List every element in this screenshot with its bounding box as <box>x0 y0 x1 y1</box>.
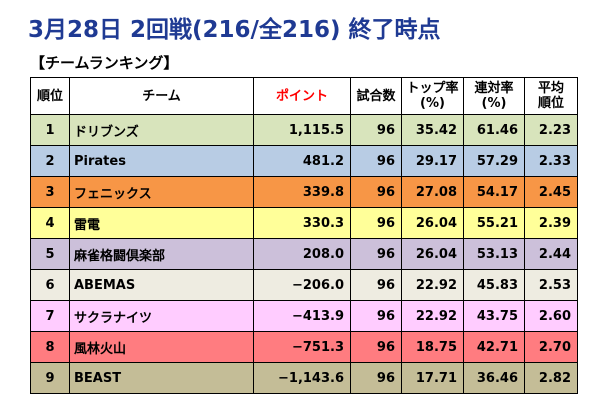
cell-top-rate: 26.04 <box>401 207 464 239</box>
cell-team: BEAST <box>69 362 254 394</box>
cell-points: −751.3 <box>253 331 351 363</box>
table-row: 4 雷電 330.3 96 26.04 55.21 2.39 <box>30 207 578 239</box>
cell-games: 96 <box>350 238 402 270</box>
cell-games: 96 <box>350 207 402 239</box>
cell-avg-rank: 2.70 <box>524 331 578 363</box>
table-row: 3 フェニックス 339.8 96 27.08 54.17 2.45 <box>30 176 578 208</box>
header-ren-rate-unit: (%) <box>481 96 507 111</box>
cell-points: −1,143.6 <box>253 362 351 394</box>
header-top-rate: トップ率 (%) <box>401 77 464 115</box>
ranking-table: 順位 チーム ポイント 試合数 トップ率 (%) 連対率 (%) 平均 順位 1… <box>30 77 578 394</box>
cell-points: −413.9 <box>253 300 351 332</box>
page-title: 3月28日 2回戦(216/全216) 終了時点 <box>28 17 441 43</box>
cell-rank: 3 <box>30 176 70 208</box>
table-header-row: 順位 チーム ポイント 試合数 トップ率 (%) 連対率 (%) 平均 順位 <box>30 77 578 115</box>
header-ren-rate-label: 連対率 <box>474 81 514 96</box>
cell-points: 208.0 <box>253 238 351 270</box>
cell-points: 1,115.5 <box>253 114 351 146</box>
header-points: ポイント <box>253 77 351 115</box>
header-avg-rank-line2: 順位 <box>537 96 564 111</box>
cell-avg-rank: 2.39 <box>524 207 578 239</box>
table-row: 1 ドリブンズ 1,115.5 96 35.42 61.46 2.23 <box>30 114 578 146</box>
cell-avg-rank: 2.60 <box>524 300 578 332</box>
cell-rank: 1 <box>30 114 70 146</box>
cell-avg-rank: 2.44 <box>524 238 578 270</box>
cell-team: Pirates <box>69 145 254 177</box>
cell-top-rate: 17.71 <box>401 362 464 394</box>
cell-avg-rank: 2.23 <box>524 114 578 146</box>
cell-rank: 8 <box>30 331 70 363</box>
cell-top-rate: 18.75 <box>401 331 464 363</box>
header-team: チーム <box>69 77 254 115</box>
cell-games: 96 <box>350 269 402 301</box>
cell-ren-rate: 61.46 <box>463 114 525 146</box>
cell-team: 麻雀格闘倶楽部 <box>69 238 254 270</box>
cell-ren-rate: 53.13 <box>463 238 525 270</box>
cell-rank: 2 <box>30 145 70 177</box>
cell-points: 339.8 <box>253 176 351 208</box>
cell-games: 96 <box>350 331 402 363</box>
cell-team: ABEMAS <box>69 269 254 301</box>
cell-ren-rate: 36.46 <box>463 362 525 394</box>
table-row: 5 麻雀格闘倶楽部 208.0 96 26.04 53.13 2.44 <box>30 238 578 270</box>
cell-team: フェニックス <box>69 176 254 208</box>
cell-rank: 6 <box>30 269 70 301</box>
cell-ren-rate: 54.17 <box>463 176 525 208</box>
cell-ren-rate: 43.75 <box>463 300 525 332</box>
cell-rank: 9 <box>30 362 70 394</box>
cell-games: 96 <box>350 145 402 177</box>
header-top-rate-label: トップ率 <box>406 81 459 96</box>
cell-avg-rank: 2.45 <box>524 176 578 208</box>
header-rank: 順位 <box>30 77 70 115</box>
cell-top-rate: 35.42 <box>401 114 464 146</box>
cell-rank: 5 <box>30 238 70 270</box>
table-row: 7 サクラナイツ −413.9 96 22.92 43.75 2.60 <box>30 300 578 332</box>
cell-top-rate: 27.08 <box>401 176 464 208</box>
cell-games: 96 <box>350 176 402 208</box>
cell-team: サクラナイツ <box>69 300 254 332</box>
table-row: 6 ABEMAS −206.0 96 22.92 45.83 2.53 <box>30 269 578 301</box>
header-top-rate-unit: (%) <box>420 96 445 111</box>
cell-team: ドリブンズ <box>69 114 254 146</box>
cell-avg-rank: 2.53 <box>524 269 578 301</box>
cell-top-rate: 26.04 <box>401 238 464 270</box>
table-row: 8 風林火山 −751.3 96 18.75 42.71 2.70 <box>30 331 578 363</box>
table-row: 9 BEAST −1,143.6 96 17.71 36.46 2.82 <box>30 362 578 394</box>
table-body: 1 ドリブンズ 1,115.5 96 35.42 61.46 2.23 2 Pirates 481… <box>30 114 578 394</box>
cell-ren-rate: 55.21 <box>463 207 525 239</box>
header-avg-rank-line1: 平均 <box>537 81 564 96</box>
cell-rank: 4 <box>30 207 70 239</box>
cell-top-rate: 29.17 <box>401 145 464 177</box>
cell-team: 風林火山 <box>69 331 254 363</box>
header-avg-rank: 平均 順位 <box>524 77 578 115</box>
cell-games: 96 <box>350 300 402 332</box>
cell-team: 雷電 <box>69 207 254 239</box>
cell-top-rate: 22.92 <box>401 269 464 301</box>
header-ren-rate: 連対率 (%) <box>463 77 525 115</box>
cell-points: 481.2 <box>253 145 351 177</box>
cell-points: −206.0 <box>253 269 351 301</box>
cell-ren-rate: 45.83 <box>463 269 525 301</box>
cell-rank: 7 <box>30 300 70 332</box>
cell-games: 96 <box>350 362 402 394</box>
cell-ren-rate: 42.71 <box>463 331 525 363</box>
cell-top-rate: 22.92 <box>401 300 464 332</box>
cell-avg-rank: 2.33 <box>524 145 578 177</box>
cell-ren-rate: 57.29 <box>463 145 525 177</box>
cell-avg-rank: 2.82 <box>524 362 578 394</box>
table-row: 2 Pirates 481.2 96 29.17 57.29 2.33 <box>30 145 578 177</box>
section-title: 【チームランキング】 <box>30 54 179 72</box>
cell-games: 96 <box>350 114 402 146</box>
header-games: 試合数 <box>350 77 402 115</box>
cell-points: 330.3 <box>253 207 351 239</box>
